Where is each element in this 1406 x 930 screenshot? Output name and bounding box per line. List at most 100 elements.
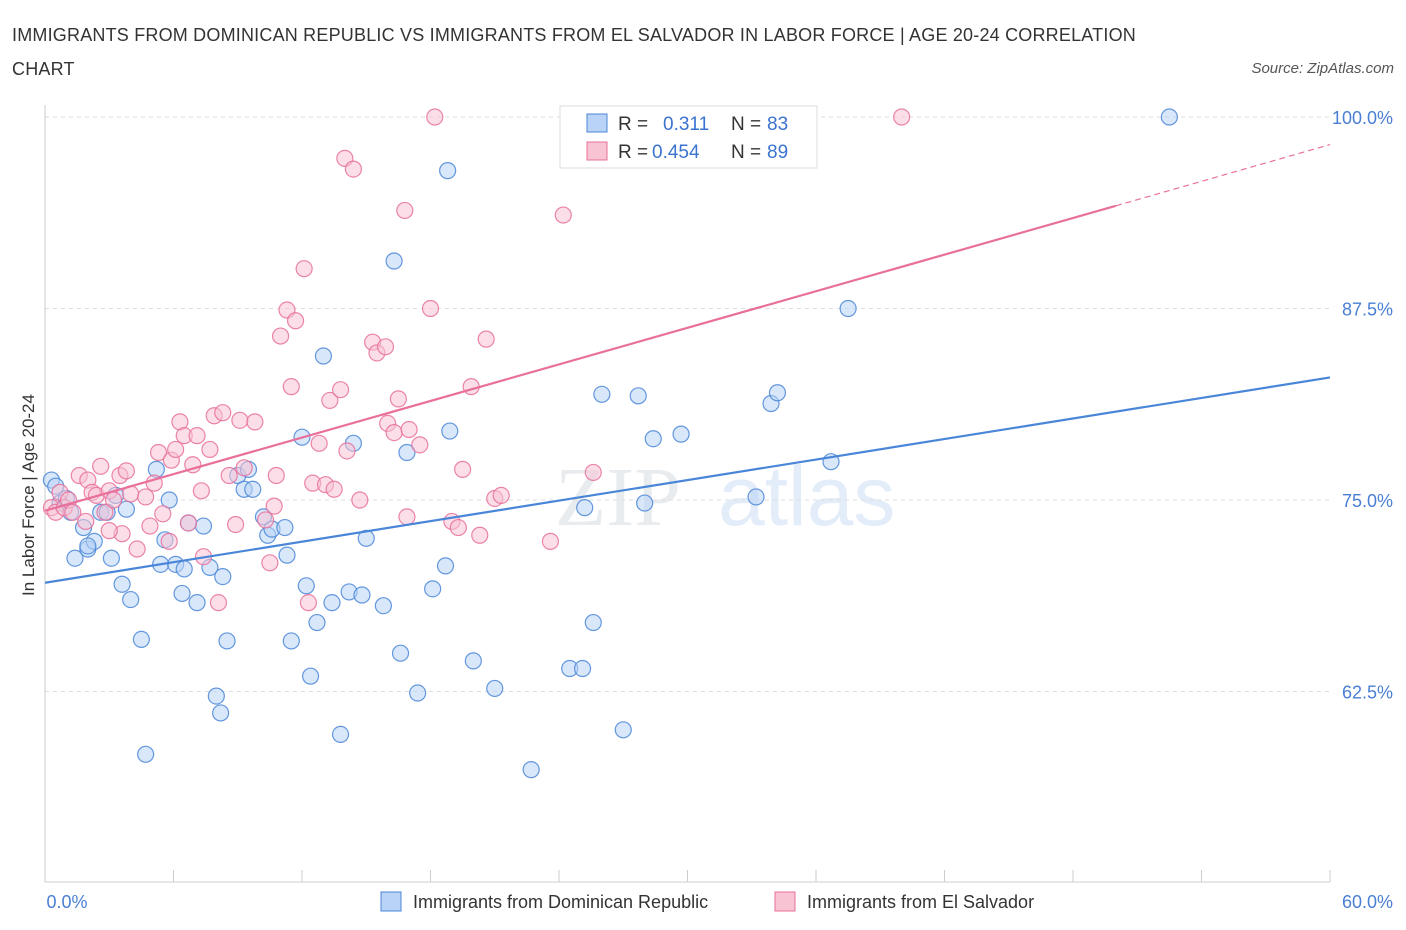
point-el-salvador: [295, 260, 313, 278]
y-tick-label: 87.5%: [1342, 300, 1393, 320]
y-tick-label: 100.0%: [1332, 108, 1393, 128]
point-dominican-republic: [522, 761, 540, 779]
point-el-salvador: [286, 312, 305, 330]
point-dominican-republic: [301, 667, 320, 685]
x-ticks: [44, 870, 1331, 882]
point-el-salvador: [92, 457, 110, 475]
point-el-salvador: [411, 436, 429, 454]
point-dominican-republic: [584, 613, 602, 632]
point-dominican-republic: [636, 494, 654, 512]
point-dominican-republic: [331, 725, 350, 743]
point-el-salvador: [128, 540, 146, 558]
point-el-salvador: [400, 420, 418, 439]
y-axis-label: In Labor Force | Age 20-24: [19, 394, 38, 596]
legend-n-label-blue: N =: [731, 114, 761, 135]
point-el-salvador: [271, 327, 290, 345]
legend-r-value-pink: 0.454: [652, 142, 700, 163]
point-dominican-republic: [629, 387, 647, 405]
point-el-salvador: [100, 522, 118, 540]
point-dominican-republic: [244, 480, 262, 498]
legend-swatch-blue: [586, 113, 608, 133]
point-el-salvador: [96, 503, 114, 521]
point-el-salvador: [331, 381, 350, 399]
point-dominican-republic: [573, 659, 592, 678]
trend-line-el-salvador: [44, 204, 1117, 512]
point-el-salvador: [398, 508, 416, 526]
point-el-salvador: [192, 482, 210, 500]
point-el-salvador: [209, 594, 228, 612]
point-el-salvador: [541, 532, 560, 550]
point-el-salvador: [265, 497, 283, 515]
point-el-salvador: [282, 378, 300, 396]
point-el-salvador: [104, 491, 123, 509]
point-el-salvador: [584, 463, 602, 482]
point-dominican-republic: [66, 549, 84, 567]
point-dominican-republic: [207, 687, 225, 705]
point-dominican-republic: [314, 347, 333, 365]
bottom-legend-label-blue: Immigrants from Dominican Republic: [413, 892, 708, 912]
point-el-salvador: [117, 462, 135, 480]
points: [42, 108, 1178, 779]
point-el-salvador: [338, 442, 356, 460]
point-dominican-republic: [614, 721, 632, 739]
legend-n-value-pink: 89: [767, 142, 788, 163]
point-el-salvador: [137, 488, 155, 506]
y-ticks: 62.5% 75.0% 87.5% 100.0%: [1332, 108, 1393, 703]
point-dominican-republic: [436, 557, 455, 575]
point-el-salvador: [426, 108, 444, 126]
point-dominican-republic: [323, 594, 341, 612]
point-dominican-republic: [173, 584, 191, 603]
point-el-salvador: [396, 201, 414, 220]
point-el-salvador: [256, 511, 275, 529]
point-dominican-republic: [441, 422, 459, 440]
point-el-salvador: [64, 503, 82, 521]
point-el-salvador: [188, 427, 206, 445]
x-tick-label-max: 60.0%: [1342, 892, 1393, 912]
point-el-salvador: [267, 466, 285, 485]
point-el-salvador: [154, 505, 172, 523]
point-el-salvador: [325, 480, 343, 498]
point-dominican-republic: [374, 597, 392, 615]
point-dominican-republic: [424, 580, 442, 598]
point-dominican-republic: [194, 517, 213, 535]
point-el-salvador: [261, 554, 279, 572]
point-el-salvador: [477, 330, 495, 348]
point-el-salvador: [179, 514, 198, 532]
grid: [45, 116, 1330, 692]
point-el-salvador: [235, 459, 253, 477]
point-dominican-republic: [282, 632, 300, 650]
point-dominican-republic: [576, 499, 594, 517]
point-dominican-republic: [297, 577, 315, 595]
point-el-salvador: [299, 594, 318, 612]
point-dominican-republic: [218, 632, 236, 650]
point-el-salvador: [462, 378, 480, 396]
point-el-salvador: [167, 440, 185, 459]
trend-lines: [44, 143, 1331, 584]
point-dominican-republic: [353, 586, 371, 604]
legend-r-label-pink: R =: [618, 142, 648, 163]
point-el-salvador: [141, 517, 159, 535]
point-dominican-republic: [160, 491, 178, 509]
y-tick-label: 62.5%: [1342, 683, 1393, 703]
point-dominican-republic: [385, 252, 403, 270]
point-el-salvador: [201, 440, 219, 459]
point-el-salvador: [310, 434, 328, 452]
point-dominican-republic: [132, 630, 150, 649]
point-dominican-republic: [839, 299, 857, 318]
y-tick-label: 75.0%: [1342, 491, 1393, 511]
point-el-salvador: [77, 512, 95, 531]
point-dominican-republic: [398, 443, 416, 462]
point-dominican-republic: [214, 567, 232, 586]
point-dominican-republic: [188, 594, 206, 612]
point-el-salvador: [220, 466, 238, 485]
point-dominican-republic: [747, 488, 765, 506]
point-dominican-republic: [644, 430, 662, 448]
point-dominican-republic: [593, 385, 611, 403]
watermark-atlas: atlas: [718, 449, 895, 543]
point-el-salvador: [421, 299, 440, 318]
point-el-salvador: [554, 206, 572, 224]
point-dominican-republic: [464, 652, 482, 670]
point-dominican-republic: [1160, 108, 1178, 126]
point-el-salvador: [376, 338, 395, 356]
x-tick-label-min: 0.0%: [46, 892, 87, 912]
